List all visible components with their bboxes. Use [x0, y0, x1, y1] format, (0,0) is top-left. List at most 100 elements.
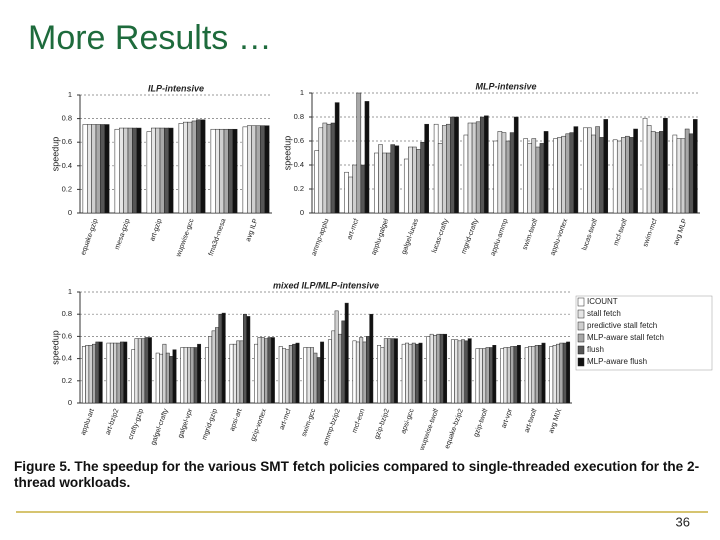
- legend-label: flush: [587, 345, 604, 354]
- bar: [513, 346, 518, 404]
- y-tick-label: 0.6: [62, 137, 72, 146]
- x-tick-label: applu-ammp: [490, 218, 510, 257]
- bar: [211, 330, 216, 404]
- bar: [191, 120, 197, 214]
- bar: [159, 127, 165, 214]
- legend-swatch: [577, 333, 585, 343]
- bar: [680, 138, 686, 214]
- x-tick-label: art-bzip2: [105, 408, 121, 436]
- bar: [147, 337, 152, 404]
- bar: [646, 125, 652, 214]
- x-tick-label: apsi-art: [229, 408, 244, 432]
- bar: [183, 347, 188, 404]
- bar: [341, 320, 346, 404]
- bar: [513, 116, 519, 214]
- bar: [464, 340, 469, 404]
- bar: [88, 345, 93, 404]
- bar: [200, 119, 206, 214]
- bar: [196, 119, 201, 214]
- bar: [151, 127, 156, 214]
- y-tick-label: 1: [68, 287, 72, 296]
- bar: [509, 132, 515, 214]
- bar: [239, 340, 244, 404]
- bar: [178, 123, 184, 214]
- bar: [338, 333, 342, 404]
- bar: [559, 342, 564, 404]
- x-tick-label: equake-gzip: [80, 218, 100, 256]
- bar: [165, 352, 170, 404]
- bar: [320, 341, 325, 404]
- bar: [485, 347, 490, 404]
- bar: [215, 128, 220, 214]
- bar: [278, 346, 283, 404]
- legend-swatch: [577, 345, 585, 355]
- bar: [306, 347, 311, 404]
- bar: [629, 137, 634, 214]
- bar: [119, 127, 124, 214]
- bar: [454, 116, 459, 214]
- bar: [403, 158, 409, 214]
- page-number: 36: [676, 514, 690, 529]
- bar: [553, 138, 558, 214]
- bar: [654, 132, 660, 214]
- bar: [565, 133, 571, 214]
- x-tick-label: galgel-vpr: [177, 407, 194, 439]
- bar: [633, 128, 638, 214]
- x-tick-label: mgrid-gzip: [201, 408, 219, 441]
- legend-swatch: [577, 297, 585, 307]
- bar: [386, 152, 391, 214]
- x-tick-label: applu-galgel: [371, 218, 391, 257]
- bar: [591, 134, 596, 214]
- x-tick-label: wupwise-gcc: [175, 217, 196, 258]
- bar: [492, 345, 497, 404]
- bar: [356, 92, 362, 214]
- bar: [672, 134, 678, 214]
- x-tick-label: mcf-eon: [351, 408, 366, 434]
- bar: [155, 127, 161, 214]
- x-tick-label: art-mcf: [346, 218, 360, 241]
- bar: [159, 353, 163, 404]
- bar: [659, 131, 664, 214]
- legend-label: predictive stall fetch: [587, 321, 657, 330]
- bar: [478, 348, 483, 404]
- x-tick-label: fma3d-mesa: [208, 218, 228, 257]
- y-tick-label: 0: [300, 208, 304, 217]
- bar: [87, 124, 92, 214]
- bar: [95, 124, 101, 214]
- bar: [650, 131, 656, 214]
- bar: [352, 340, 357, 404]
- bar: [621, 137, 626, 214]
- chart-title: MLP-intensive: [475, 81, 536, 91]
- chart-title: ILP-intensive: [148, 83, 204, 93]
- x-tick-label: art-twolf: [524, 408, 539, 434]
- x-tick-label: lucas-crafty: [431, 217, 450, 253]
- bar: [210, 128, 216, 214]
- bar: [516, 345, 521, 404]
- x-tick-label: applu-vortex: [550, 217, 570, 256]
- bar: [242, 126, 248, 214]
- bar: [109, 342, 114, 404]
- bar: [439, 333, 444, 404]
- x-tick-label: wupwise-twolf: [418, 408, 440, 452]
- bar: [527, 143, 533, 214]
- bar: [98, 341, 103, 404]
- bar: [282, 348, 286, 404]
- bar: [264, 125, 270, 214]
- bar: [531, 346, 536, 404]
- bar: [523, 138, 528, 214]
- bar: [295, 342, 300, 404]
- bar: [91, 124, 97, 214]
- bar: [489, 347, 493, 404]
- legend-swatch: [577, 309, 585, 319]
- y-tick-label: 0.4: [294, 160, 304, 169]
- bar: [616, 140, 622, 214]
- bar: [208, 336, 213, 404]
- bar: [461, 339, 465, 404]
- x-tick-label: applu-art: [80, 408, 96, 436]
- bar: [426, 336, 431, 404]
- bar: [251, 125, 257, 214]
- bar: [543, 131, 549, 214]
- bar: [180, 347, 185, 404]
- bar: [193, 347, 198, 404]
